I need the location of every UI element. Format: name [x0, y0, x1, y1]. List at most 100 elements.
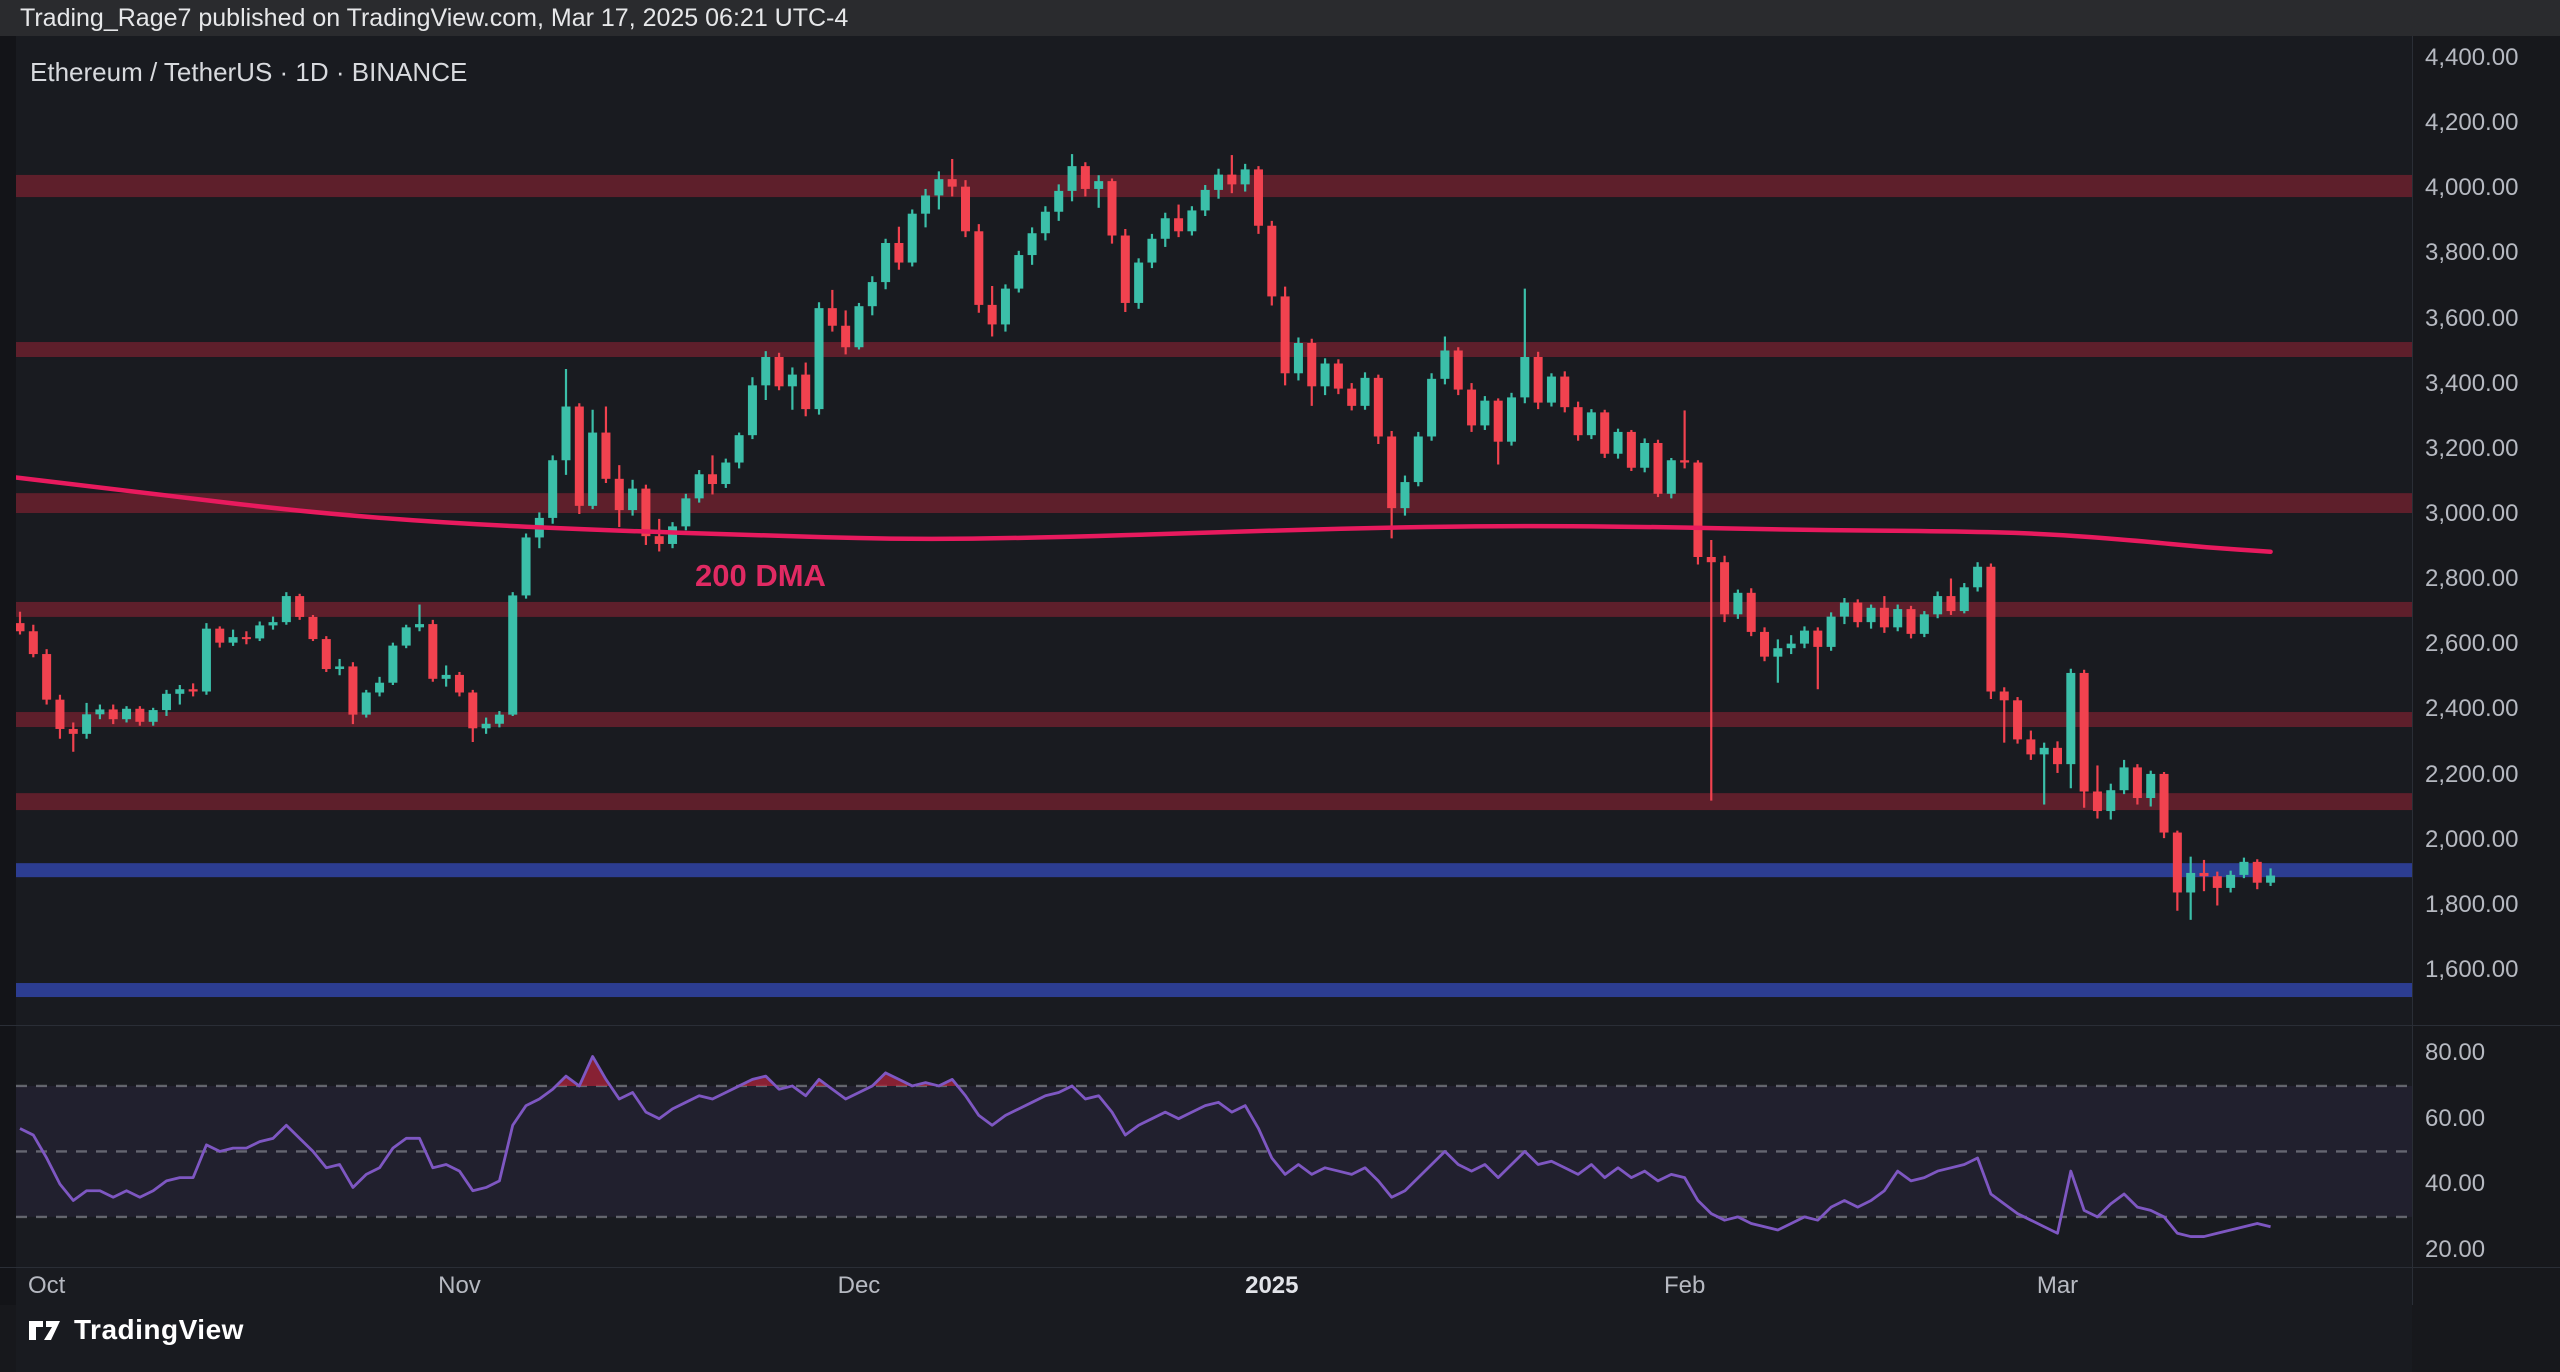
candle-body — [508, 595, 518, 715]
candle-body — [2186, 872, 2196, 893]
candle-body — [1440, 350, 1450, 379]
candle-body — [2013, 700, 2023, 740]
candle-body — [441, 674, 451, 679]
candle-body — [2226, 874, 2236, 888]
chart-surface[interactable] — [0, 36, 2560, 1372]
candle-body — [82, 714, 92, 734]
candle-body — [934, 179, 944, 196]
price-tick-label[interactable]: 2,600.00 — [2425, 630, 2519, 658]
time-tick-label[interactable]: Feb — [1663, 1272, 1706, 1299]
candle-body — [907, 213, 917, 263]
candle-body — [747, 385, 757, 436]
candle-body — [1786, 643, 1796, 649]
candle-body — [841, 325, 851, 348]
candle-body — [561, 406, 571, 461]
price-tick-label[interactable]: 3,200.00 — [2425, 434, 2519, 462]
candle-body — [1999, 691, 2009, 701]
time-tick-label[interactable]: Dec — [837, 1272, 881, 1299]
candle-body — [1000, 288, 1010, 325]
candle-body — [1094, 181, 1104, 189]
candle-body — [2039, 747, 2049, 755]
candle-body — [974, 231, 984, 305]
price-tick-label[interactable]: 2,400.00 — [2425, 695, 2519, 723]
price-tick-label[interactable]: 3,800.00 — [2425, 239, 2519, 267]
candle-body — [268, 622, 278, 626]
candle-body — [521, 537, 531, 596]
candle-body — [814, 308, 824, 410]
time-tick-label[interactable]: Mar — [2036, 1272, 2079, 1299]
candle-body — [1160, 218, 1170, 239]
price-tick-label[interactable]: 3,600.00 — [2425, 304, 2519, 332]
candle-body — [1400, 482, 1410, 509]
price-tick-label[interactable]: 1,800.00 — [2425, 890, 2519, 918]
resistance-band — [16, 174, 2412, 198]
candle-body — [1240, 169, 1250, 185]
candle-body — [2026, 739, 2036, 755]
candle-body — [1666, 460, 1676, 494]
price-tick-label[interactable]: 4,200.00 — [2425, 109, 2519, 137]
candle-body — [1200, 189, 1210, 211]
candle-body — [1933, 596, 1943, 615]
candle-body — [1919, 614, 1929, 634]
candle-body — [1866, 607, 1876, 623]
rsi-tick-label[interactable]: 80.00 — [2425, 1039, 2486, 1067]
rsi-overbought-fill — [556, 1076, 580, 1086]
time-tick-label[interactable]: Oct — [27, 1272, 66, 1299]
candle-body — [1693, 462, 1703, 557]
resistance-band — [16, 793, 2412, 811]
candle-body — [1347, 388, 1357, 406]
candle-body — [588, 432, 598, 506]
price-tick-label[interactable]: 3,400.00 — [2425, 369, 2519, 397]
dma-line — [13, 475, 2273, 555]
price-tick-label[interactable]: 4,400.00 — [2425, 44, 2519, 71]
candle-body — [348, 666, 358, 715]
candle-body — [1360, 377, 1370, 406]
candle-body — [1546, 376, 1556, 403]
time-tick-label[interactable]: 2025 — [1245, 1272, 1299, 1299]
candle-body — [1839, 602, 1849, 617]
candle-body — [761, 357, 771, 386]
rsi-tick-label[interactable]: 60.00 — [2425, 1104, 2486, 1132]
candle-body — [1706, 556, 1716, 563]
price-tick-label[interactable]: 2,000.00 — [2425, 825, 2519, 853]
rsi-tick-label[interactable]: 40.00 — [2425, 1170, 2486, 1198]
candle-body — [1107, 181, 1117, 236]
candle-body — [614, 478, 624, 511]
candle-body — [1600, 412, 1610, 454]
candle-body — [1680, 460, 1690, 463]
candle-body — [2106, 790, 2116, 812]
candle-body — [401, 627, 411, 646]
candle-body — [1773, 648, 1783, 657]
candle-body — [468, 692, 478, 729]
candle-body — [2119, 767, 2129, 791]
candle-body — [42, 654, 52, 700]
candle-body — [2239, 861, 2249, 875]
tradingview-logo-icon[interactable] — [28, 1316, 62, 1344]
candle-body — [1760, 631, 1770, 657]
price-tick-label[interactable]: 3,000.00 — [2425, 499, 2519, 527]
candle-body — [1613, 431, 1623, 454]
candle-body — [321, 639, 331, 670]
rsi-tick-label[interactable]: 20.00 — [2425, 1235, 2486, 1263]
price-tick-label[interactable]: 1,600.00 — [2425, 955, 2519, 983]
tradingview-brand[interactable]: TradingView — [74, 1314, 244, 1345]
price-tick-label[interactable]: 2,200.00 — [2425, 760, 2519, 788]
footer: TradingView — [28, 1314, 244, 1346]
candle-body — [801, 374, 811, 410]
price-tick-label[interactable]: 2,800.00 — [2425, 565, 2519, 593]
candle-body — [854, 306, 864, 348]
price-tick-label[interactable]: 4,000.00 — [2425, 174, 2519, 202]
candle-body — [28, 631, 38, 655]
time-tick-label[interactable]: Nov — [438, 1272, 481, 1299]
candle-body — [1493, 400, 1503, 442]
candle-body — [428, 624, 438, 679]
chart-left-margin — [0, 36, 16, 1305]
candle-body — [188, 689, 198, 692]
candle-body — [255, 625, 265, 639]
time-axis-separator — [0, 1267, 2560, 1268]
resistance-band — [16, 712, 2412, 728]
candle-body — [1507, 397, 1517, 442]
candle-body — [215, 628, 225, 643]
candle-body — [1174, 218, 1184, 232]
support-band — [16, 983, 2412, 998]
